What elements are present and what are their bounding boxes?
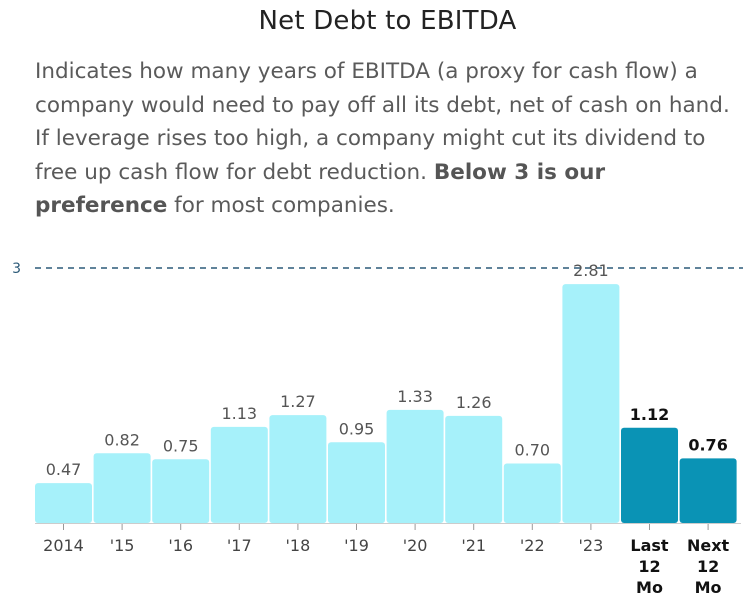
x-tick-label-3: '17 <box>227 536 252 555</box>
x-tick-label-5: '19 <box>344 536 369 555</box>
x-tick-label-6: '20 <box>403 536 428 555</box>
chart-description: Indicates how many years of EBITDA (a pr… <box>35 55 735 223</box>
x-tick-label-11: Next 12 Mo <box>687 536 730 597</box>
bar-value-label-2: 0.75 <box>163 436 199 455</box>
x-tick-label-1: '15 <box>110 536 135 555</box>
description-text-before: Indicates how many years of EBITDA (a pr… <box>35 59 730 185</box>
bar-value-label-3: 1.13 <box>221 404 257 423</box>
bar-1 <box>93 453 151 523</box>
bar-11 <box>679 458 737 523</box>
bar-value-label-7: 1.26 <box>456 393 492 412</box>
bar-value-label-10: 1.12 <box>630 405 669 424</box>
bar-value-label-8: 0.70 <box>514 441 550 460</box>
bar-5 <box>328 442 385 524</box>
x-tick-label-8: '22 <box>520 536 545 555</box>
bar-3 <box>210 426 268 523</box>
x-tick-label-10: Last 12 Mo <box>630 536 669 597</box>
x-tick-label-2: '16 <box>168 536 193 555</box>
x-tick-label-4: '18 <box>286 536 311 555</box>
x-tick-label-0: 2014 <box>43 536 84 555</box>
bar-6 <box>386 409 444 523</box>
bar-0 <box>35 483 92 523</box>
x-tick-label-7: '21 <box>461 536 486 555</box>
description-bold: Below 3 is our preference <box>35 159 606 219</box>
bar-value-label-11: 0.76 <box>688 435 727 454</box>
bar-value-label-6: 1.33 <box>397 387 433 406</box>
bar-4 <box>269 415 327 524</box>
bar-10 <box>621 427 678 523</box>
description-text-after: for most companies. <box>167 193 395 218</box>
bar-9 <box>562 284 620 523</box>
bars-group: 0.47 0.82 0.75 1.13 1.27 0.95 1.33 1.26 0.70 2.81… <box>35 261 737 524</box>
bar-value-label-5: 0.95 <box>339 419 375 438</box>
bar-value-label-4: 1.27 <box>280 392 316 411</box>
bar-8 <box>503 463 561 523</box>
bar-value-label-1: 0.82 <box>104 430 140 449</box>
reference-line-label: 3 <box>12 261 21 277</box>
x-ticks-group: 2014 '15 '16 '17 '18 '19 '20 '21 '22 '23 Last 12 Mo N… <box>43 524 730 597</box>
x-tick-label-9: '23 <box>579 536 604 555</box>
chart-title: Net Debt to EBITDA <box>258 6 517 36</box>
bar-value-label-9: 2.81 <box>573 261 609 280</box>
bar-value-label-0: 0.47 <box>46 460 82 479</box>
bar-2 <box>152 459 210 524</box>
bar-7 <box>445 415 503 523</box>
